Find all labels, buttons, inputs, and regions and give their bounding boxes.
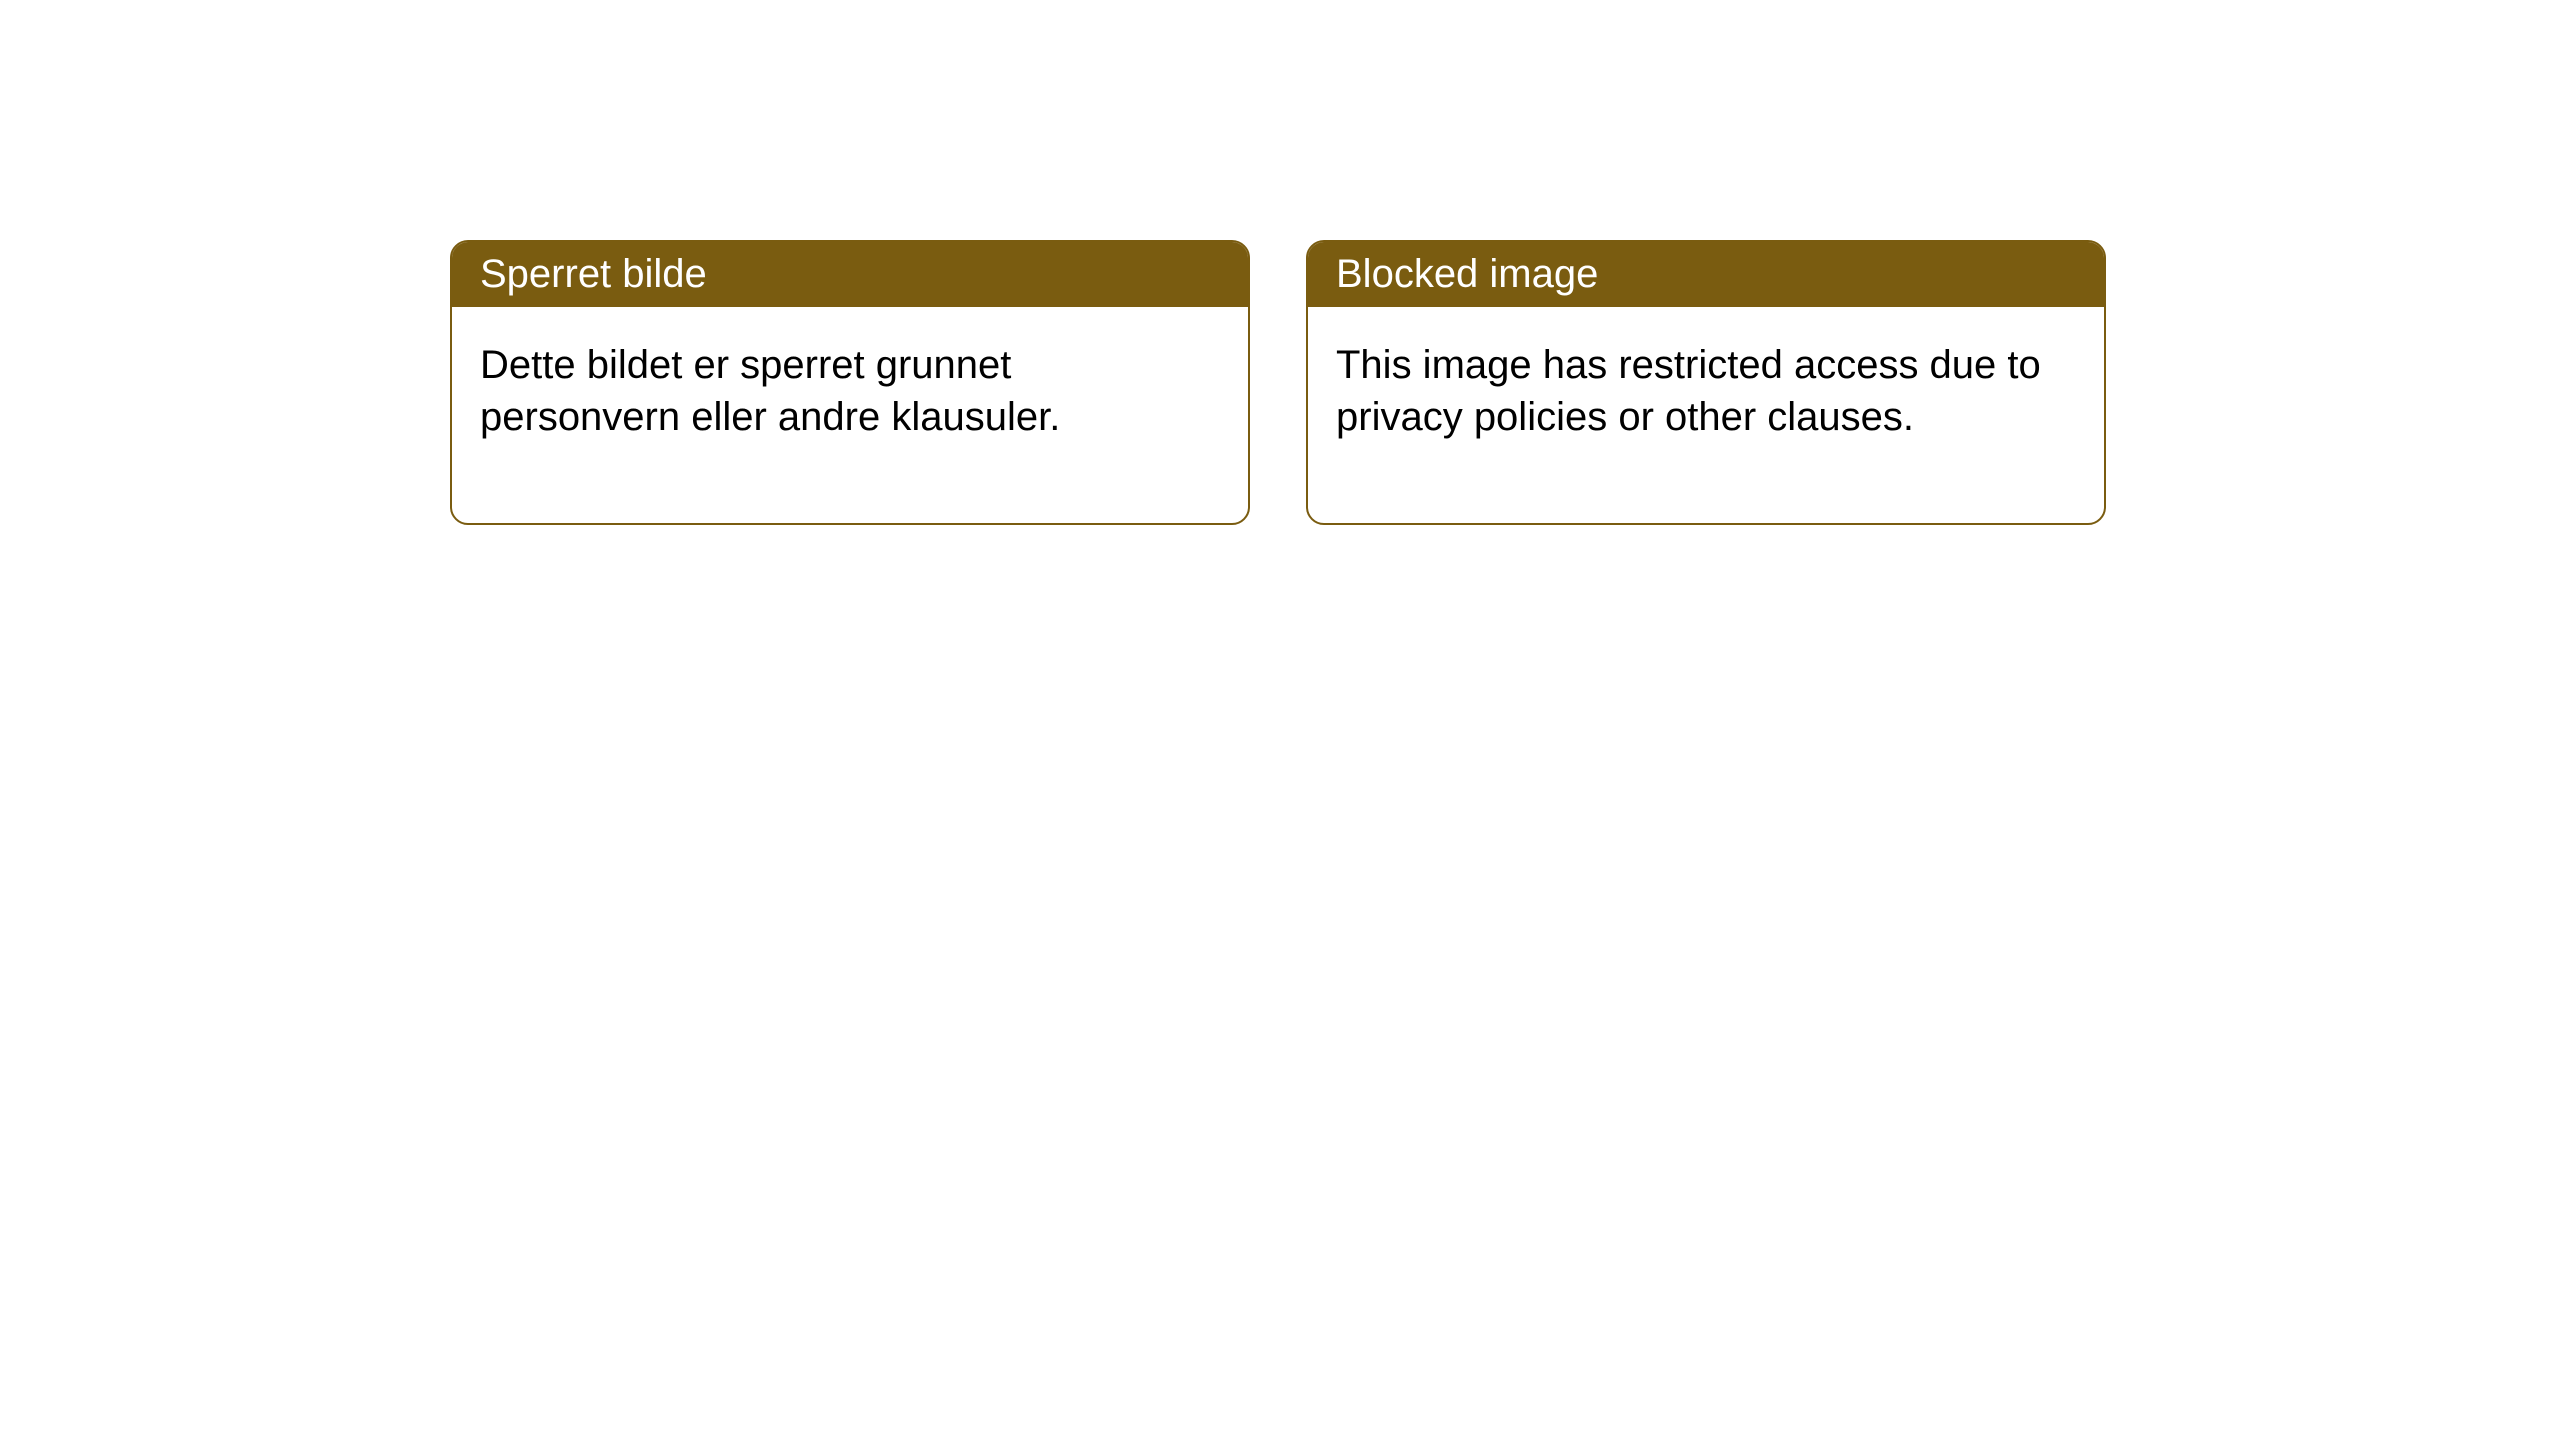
card-header: Blocked image <box>1308 242 2104 307</box>
notice-cards-container: Sperret bilde Dette bildet er sperret gr… <box>450 240 2106 525</box>
card-body: Dette bildet er sperret grunnet personve… <box>452 307 1248 523</box>
card-body-text: This image has restricted access due to … <box>1336 343 2041 439</box>
card-header: Sperret bilde <box>452 242 1248 307</box>
card-body: This image has restricted access due to … <box>1308 307 2104 523</box>
notice-card-english: Blocked image This image has restricted … <box>1306 240 2106 525</box>
notice-card-norwegian: Sperret bilde Dette bildet er sperret gr… <box>450 240 1250 525</box>
card-body-text: Dette bildet er sperret grunnet personve… <box>480 343 1060 439</box>
card-title: Sperret bilde <box>480 252 707 296</box>
card-title: Blocked image <box>1336 252 1598 296</box>
